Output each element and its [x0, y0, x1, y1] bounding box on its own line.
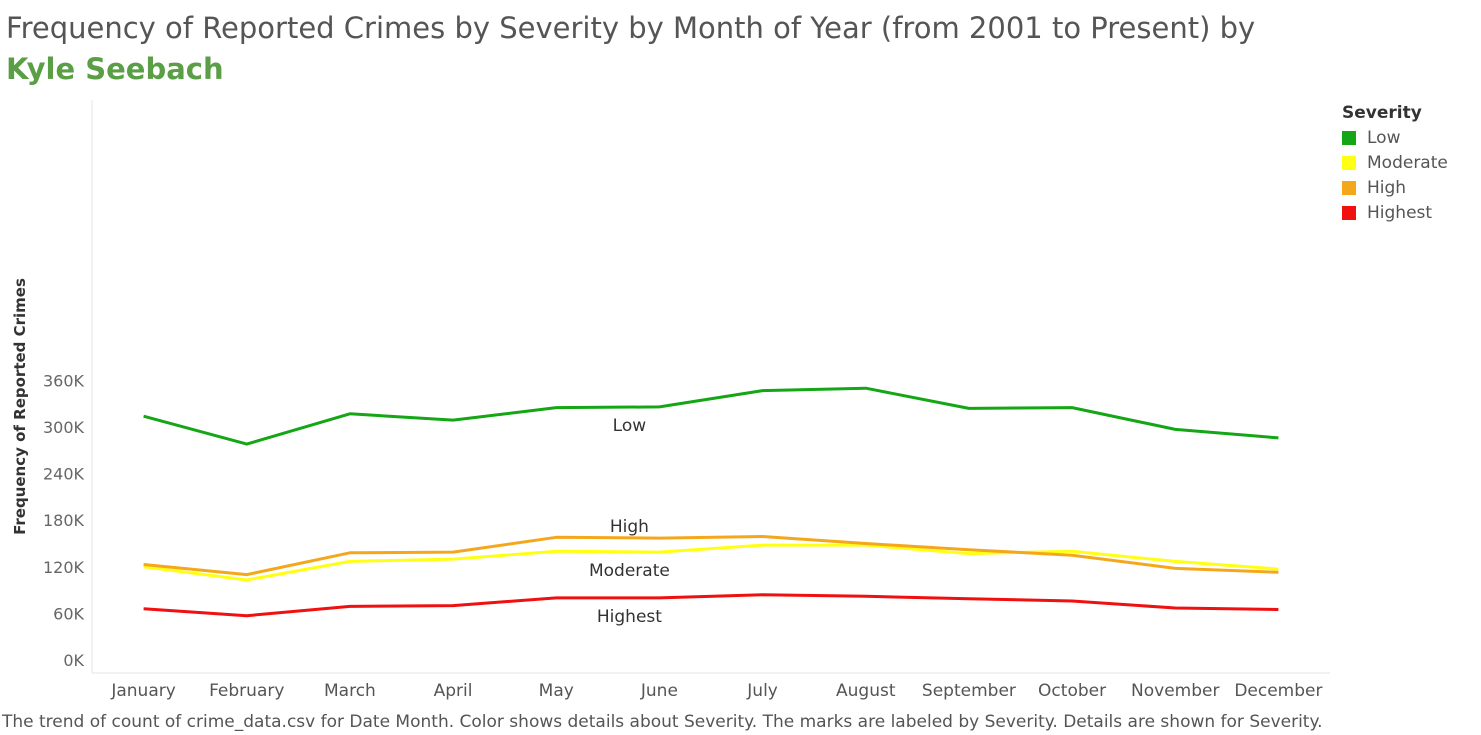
y-tick-label: 240K	[43, 465, 85, 484]
x-tick-label: July	[746, 681, 778, 701]
series-label-low: Low	[613, 416, 647, 436]
y-axis-title: Frequency of Reported Crimes	[11, 278, 29, 535]
x-tick-label: September	[922, 681, 1016, 701]
legend-label: Moderate	[1367, 152, 1448, 173]
y-tick-label: 0K	[63, 651, 84, 670]
chart-lines	[143, 386, 1279, 618]
legend-swatch	[1342, 155, 1356, 170]
y-tick-label: 60K	[53, 604, 84, 623]
legend-title: Severity	[1342, 103, 1422, 123]
x-tick-label: December	[1234, 681, 1322, 701]
x-tick-label: June	[640, 681, 678, 701]
series-label-highest: Highest	[597, 607, 662, 627]
x-tick-label: March	[324, 681, 376, 701]
x-tick-label: February	[209, 681, 284, 701]
y-tick-label: 300K	[43, 418, 85, 437]
chart-caption: The trend of count of crime_data.csv for…	[2, 712, 1323, 732]
x-tick-label: April	[434, 681, 473, 701]
legend-item-high[interactable]: High	[1342, 175, 1448, 200]
legend: Severity Low Moderate High Highest	[1342, 103, 1448, 225]
legend-item-moderate[interactable]: Moderate	[1342, 150, 1448, 175]
legend-item-highest[interactable]: Highest	[1342, 200, 1448, 225]
chart-title-text: Frequency of Reported Crimes by Severity…	[6, 11, 1256, 45]
legend-label: High	[1367, 177, 1407, 198]
chart-author: Kyle Seebach	[6, 52, 224, 86]
series-line-highest	[143, 593, 1279, 618]
y-tick-label: 180K	[43, 511, 85, 530]
legend-swatch	[1342, 180, 1356, 195]
x-tick-label: August	[836, 681, 896, 701]
series-line-moderate	[143, 543, 1279, 582]
x-tick-label: May	[539, 681, 574, 701]
legend-item-low[interactable]: Low	[1342, 125, 1448, 150]
series-line-high	[143, 535, 1279, 577]
legend-label: Low	[1367, 127, 1401, 148]
chart-axes: 0K 60K 120K 180K 240K 300K 360K Frequency of Re…	[11, 100, 1330, 701]
series-label-moderate: Moderate	[589, 561, 670, 581]
x-tick-label: October	[1038, 681, 1106, 701]
y-tick-label: 360K	[43, 371, 85, 390]
series-line-low	[143, 386, 1279, 446]
chart-mark-labels: Low Moderate High Highest	[589, 416, 670, 627]
legend-label: Highest	[1367, 202, 1433, 223]
x-tick-label: January	[110, 681, 175, 701]
y-tick-label: 120K	[43, 558, 85, 577]
chart-title: Frequency of Reported Crimes by Severity…	[6, 8, 1306, 90]
x-tick-label: November	[1131, 681, 1219, 701]
legend-swatch	[1342, 205, 1356, 220]
series-label-high: High	[610, 517, 649, 537]
legend-swatch	[1342, 130, 1356, 145]
legend-items: Low Moderate High Highest	[1342, 125, 1448, 225]
